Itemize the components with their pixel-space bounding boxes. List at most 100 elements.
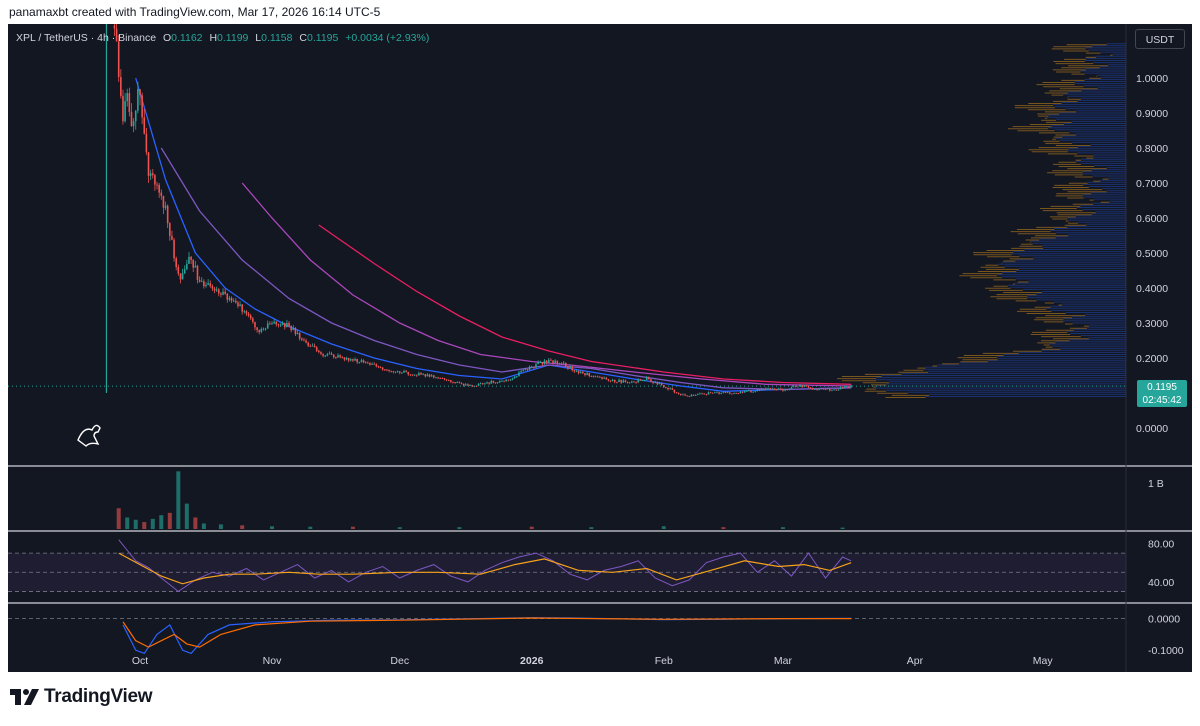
- price-axis-tick: 0.6000: [1136, 213, 1168, 225]
- candle-body: [626, 381, 629, 383]
- candle-body: [190, 256, 192, 260]
- candle-body: [283, 323, 286, 328]
- volume-bar: [350, 526, 355, 529]
- candle-body: [200, 281, 203, 283]
- candle-body: [196, 265, 199, 280]
- candle-body: [375, 364, 378, 367]
- price-axis-tick: 0.3000: [1136, 318, 1168, 330]
- candle-body: [247, 313, 250, 316]
- candle-body: [175, 258, 177, 268]
- candle-body: [141, 95, 143, 118]
- candle-body: [673, 389, 676, 393]
- candle-body: [458, 382, 461, 383]
- candle-body: [748, 390, 750, 392]
- candle-body: [707, 392, 710, 395]
- candle-body: [249, 315, 252, 319]
- candle-body: [149, 173, 152, 176]
- candle-body: [369, 363, 371, 365]
- candle-body: [130, 112, 133, 127]
- volume-bar: [308, 526, 313, 529]
- candle-body: [181, 273, 184, 280]
- candle-body: [122, 95, 124, 122]
- legend-high-label: H: [209, 32, 218, 44]
- candle-body: [533, 366, 535, 368]
- candle-body: [511, 378, 514, 380]
- candle-body: [773, 388, 776, 390]
- candle-body: [641, 380, 644, 381]
- candle-body: [151, 173, 154, 176]
- price-axis-tick: 0.7000: [1136, 178, 1168, 190]
- candle-body: [211, 286, 214, 289]
- candle-body: [611, 379, 614, 382]
- candle-body: [592, 375, 595, 377]
- tradingview-logo[interactable]: TradingView: [10, 686, 153, 708]
- candle-body: [620, 379, 622, 383]
- candle-body: [622, 380, 625, 383]
- legend-symbol[interactable]: XPL / TetherUS · 4h · Binance: [16, 32, 157, 44]
- candle-body: [239, 304, 241, 307]
- candle-body: [763, 388, 765, 390]
- candle-body: [279, 324, 282, 326]
- price-axis-tick: 0.5000: [1136, 248, 1168, 260]
- candle-body: [126, 93, 129, 102]
- macd-signal-line: [122, 617, 852, 648]
- candle-body: [420, 373, 422, 375]
- candle-body: [788, 388, 791, 390]
- candle-body: [398, 371, 401, 373]
- candle-body: [571, 366, 573, 371]
- volume-bar: [457, 527, 462, 529]
- candle-body: [296, 332, 299, 335]
- candle-body: [711, 392, 714, 394]
- candle-body: [577, 370, 580, 374]
- candle-body: [714, 392, 716, 394]
- candle-body: [650, 379, 652, 382]
- candle-body: [386, 369, 388, 371]
- candle-body: [760, 388, 763, 391]
- candle-body: [462, 383, 465, 386]
- currency-unit-button[interactable]: USDT: [1135, 29, 1185, 49]
- candle-body: [660, 383, 663, 386]
- moving-average-line-2: [160, 147, 852, 391]
- chart-frame[interactable]: 1.0000 0.9000 0.8000 0.7000 0.6000 0.5000 0.40…: [8, 24, 1192, 672]
- candle-body: [177, 267, 180, 274]
- candle-body: [833, 389, 835, 391]
- candle-body: [441, 378, 444, 379]
- candle-body: [586, 373, 588, 376]
- candle-body: [264, 328, 267, 330]
- candle-body: [547, 359, 550, 363]
- candle-body: [456, 382, 459, 383]
- chart-canvas[interactable]: 1.0000 0.9000 0.8000 0.7000 0.6000 0.5000 0.40…: [8, 24, 1192, 672]
- candle-body: [722, 392, 725, 394]
- macd-axis-tick: -0.1000: [1148, 645, 1184, 657]
- candle-body: [784, 389, 786, 391]
- candle-body: [464, 384, 467, 386]
- candle-body: [324, 355, 327, 357]
- candle-body: [573, 370, 576, 372]
- candle-body: [699, 393, 701, 395]
- candle-body: [605, 377, 608, 380]
- candle-body: [322, 353, 324, 356]
- candle-body: [171, 235, 173, 240]
- legend-high-value: 0.1199: [217, 32, 249, 44]
- candle-body: [484, 383, 486, 385]
- candle-body: [584, 373, 586, 376]
- volume-bar: [116, 508, 121, 529]
- candle-body: [117, 41, 120, 78]
- volume-bar: [150, 518, 155, 529]
- macd-axis-tick: 0.0000: [1148, 614, 1180, 626]
- candle-body: [501, 380, 503, 382]
- candle-body: [460, 382, 463, 384]
- candle-body: [132, 121, 135, 127]
- legend-low-label: L: [255, 32, 262, 44]
- candle-body: [147, 152, 150, 176]
- price-axis-tick: 0.0000: [1136, 423, 1168, 435]
- candle-body: [373, 363, 375, 365]
- candle-body: [381, 367, 384, 370]
- candle-body: [824, 389, 827, 391]
- candle-body: [814, 389, 816, 390]
- chart-caption: panamaxbt created with TradingView.com, …: [9, 5, 381, 19]
- candle-body: [616, 381, 618, 383]
- candle-body: [771, 388, 774, 390]
- rsi-axis-tick: 40.00: [1148, 577, 1174, 589]
- candle-body: [690, 394, 693, 397]
